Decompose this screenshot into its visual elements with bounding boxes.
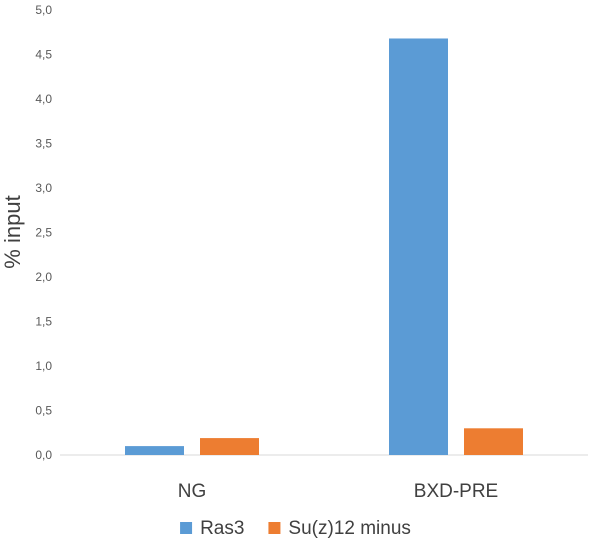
y-tick-label: 1,0	[35, 359, 52, 373]
y-axis-label: % input	[0, 195, 25, 268]
bars	[125, 38, 523, 455]
legend-item: Ras3	[180, 518, 244, 539]
y-tick-label: 2,5	[35, 226, 52, 240]
legend-label: Ras3	[200, 518, 244, 539]
y-tick-label: 2,0	[35, 270, 52, 284]
y-tick-label: 5,0	[35, 3, 52, 17]
legend-label: Su(z)12 minus	[288, 518, 411, 539]
y-tick-label: 3,0	[35, 181, 52, 195]
legend: Ras3 Su(z)12 minus	[180, 518, 411, 539]
legend-swatch	[268, 522, 281, 534]
y-tick-label: 1,5	[35, 315, 52, 329]
y-tick-label: 0,0	[35, 448, 52, 462]
x-category-label: NG	[178, 481, 207, 502]
y-tick-label: 4,5	[35, 48, 52, 62]
legend-swatch	[180, 522, 193, 534]
bar-ras3-ng	[125, 446, 184, 455]
x-category-label: BXD-PRE	[414, 481, 498, 502]
legend-item: Su(z)12 minus	[268, 518, 411, 539]
y-tick-label: 4,0	[35, 92, 52, 106]
y-tick-label: 3,5	[35, 137, 52, 151]
bar-su-z-12-minus-ng	[200, 438, 259, 455]
x-axis-categories: NG BXD-PRE	[178, 481, 498, 502]
bar-su-z-12-minus-bxd-pre	[464, 428, 523, 455]
bar-ras3-bxd-pre	[389, 38, 448, 455]
y-tick-label: 0,5	[35, 404, 52, 418]
y-axis-ticks: 0,0 0,5 1,0 1,5 2,0 2,5 3,0 3,5 4,0 4,5 5,0	[35, 3, 52, 462]
